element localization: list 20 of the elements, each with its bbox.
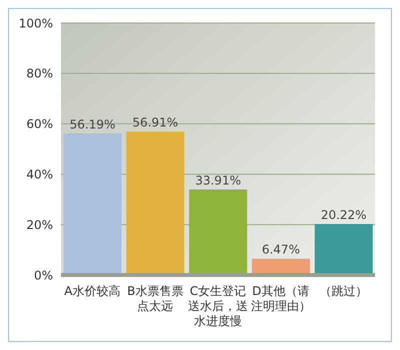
bar [314,224,373,275]
x-tick-label: （跳过） [320,284,368,298]
bar [189,190,248,275]
x-tick-label: B水票售票点太远 [127,284,184,313]
data-label: 56.19% [70,117,116,132]
y-tick-label: 80% [26,66,53,81]
y-tick-label: 40% [26,167,53,182]
bar [126,132,184,275]
y-tick-label: 60% [26,117,53,132]
x-tick-label: C女生登记送水后，送水进度慢 [188,284,248,328]
data-label: 56.91% [132,116,178,130]
x-tick-label: A水价较高 [64,284,121,298]
y-tick-label: 100% [18,16,53,30]
x-tick-label: D其他（请注明理由） [250,284,311,313]
y-tick-label: 0% [34,268,53,282]
y-tick-label: 20% [26,218,53,232]
bar [64,133,122,275]
data-label: 6.47% [262,242,300,257]
data-label: 20.22% [320,208,367,222]
data-label: 33.91% [195,174,241,188]
